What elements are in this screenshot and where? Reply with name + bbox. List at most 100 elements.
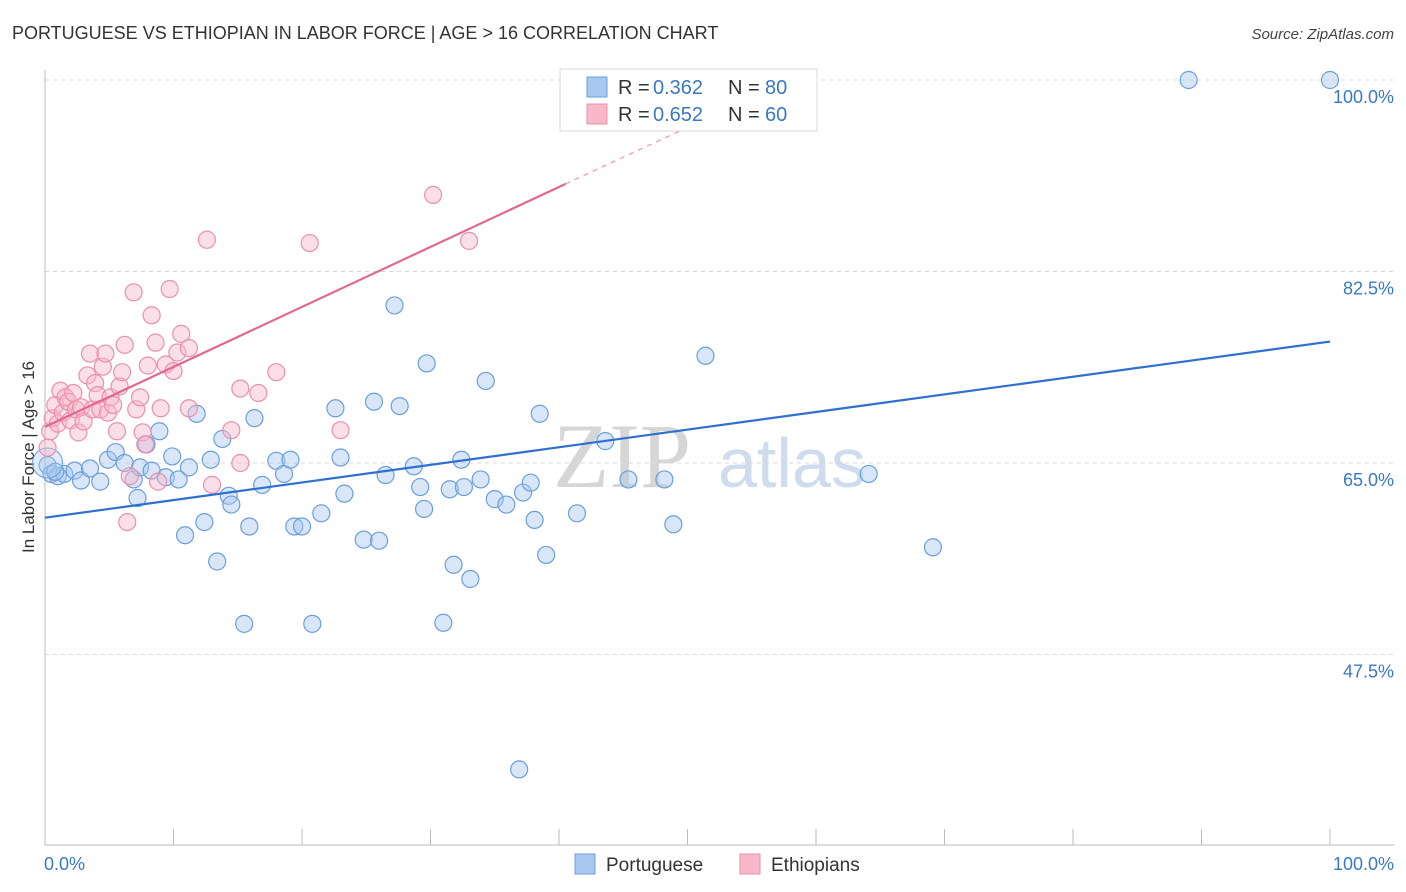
point-portuguese: [326, 399, 345, 418]
point-portuguese: [510, 760, 529, 779]
point-portuguese: [655, 470, 674, 489]
point-ethiopian: [168, 343, 187, 362]
point-portuguese: [71, 471, 91, 490]
point-ethiopian: [202, 475, 222, 494]
point-ethiopian: [249, 383, 268, 403]
bottom-legend-label-ethiopians: Ethiopians: [771, 855, 860, 876]
point-ethiopian: [38, 438, 57, 457]
point-ethiopian: [179, 339, 199, 358]
point-portuguese: [195, 512, 214, 532]
point-ethiopian: [231, 379, 250, 398]
series-portuguese: [32, 70, 1340, 779]
point-ethiopian: [197, 230, 217, 249]
y-tick-label: 100.0%: [1333, 87, 1394, 107]
point-portuguese: [390, 396, 409, 416]
point-portuguese: [201, 450, 220, 469]
point-ethiopian: [160, 279, 179, 299]
x-ticks: [44, 829, 1331, 845]
point-ethiopian: [331, 421, 350, 440]
point-portuguese: [525, 510, 544, 530]
legend-r-value-portuguese: 0.362: [653, 77, 703, 99]
point-portuguese-cluster: [32, 447, 64, 479]
point-ethiopian: [124, 283, 143, 302]
x-tick-label-min: 0.0%: [44, 854, 85, 874]
bottom-legend-label-portuguese: Portuguese: [606, 855, 703, 876]
point-ethiopian: [120, 467, 139, 486]
point-portuguese: [414, 499, 434, 519]
point-portuguese: [235, 614, 254, 633]
point-portuguese: [128, 488, 147, 508]
point-portuguese: [476, 371, 495, 391]
point-portuguese: [497, 495, 516, 514]
point-ethiopian: [115, 335, 134, 354]
point-portuguese: [179, 458, 199, 477]
point-portuguese: [303, 614, 322, 633]
point-portuguese: [521, 473, 540, 492]
bottom-legend-swatch-portuguese: [574, 853, 596, 875]
point-ethiopian: [107, 422, 127, 441]
point-ethiopian: [179, 399, 199, 418]
point-portuguese: [923, 538, 943, 557]
point-portuguese: [461, 569, 480, 589]
point-ethiopian: [78, 366, 97, 385]
watermark-zip: ZIP: [553, 405, 691, 507]
point-portuguese: [91, 472, 110, 491]
legend-r-value-ethiopians: 0.652: [653, 104, 703, 126]
point-portuguese: [664, 515, 683, 534]
point-portuguese: [485, 490, 504, 509]
point-ethiopian: [459, 231, 479, 250]
trend-lines: [44, 109, 1331, 519]
legend-n-value-portuguese: 80: [765, 77, 787, 99]
point-portuguese: [417, 354, 436, 373]
point-portuguese: [385, 296, 404, 315]
point-ethiopian: [112, 363, 132, 382]
point-portuguese: [471, 470, 490, 489]
point-portuguese: [335, 484, 354, 503]
point-portuguese: [376, 465, 395, 485]
point-portuguese: [46, 462, 65, 481]
point-portuguese: [292, 517, 312, 536]
point-portuguese: [1179, 70, 1198, 90]
point-portuguese: [440, 480, 459, 499]
point-ethiopian: [172, 324, 191, 343]
point-ethiopian: [267, 363, 286, 382]
point-portuguese: [619, 470, 638, 489]
point-portuguese: [530, 404, 549, 423]
y-tick-label: 82.5%: [1343, 279, 1394, 299]
gridlines: [45, 79, 1394, 655]
point-portuguese: [169, 470, 188, 489]
point-portuguese: [65, 461, 84, 480]
point-portuguese: [434, 613, 453, 632]
point-portuguese: [245, 409, 264, 428]
point-ethiopian: [69, 423, 88, 442]
point-ethiopian: [74, 412, 93, 431]
point-ethiopian: [130, 388, 150, 407]
point-portuguese: [253, 475, 272, 494]
legend-n-label-portuguese: N =: [728, 77, 760, 99]
point-ethiopian: [300, 233, 319, 253]
stats-legend: R = 0.362 N = 80 R = 0.652 N = 60: [559, 68, 818, 132]
point-ethiopian: [80, 344, 100, 363]
trend-line-ethiopians: [44, 182, 566, 428]
point-portuguese: [1320, 70, 1340, 90]
point-portuguese: [859, 464, 878, 484]
point-ethiopian: [231, 453, 250, 473]
point-portuguese: [370, 531, 389, 550]
point-portuguese: [567, 504, 587, 523]
point-portuguese: [364, 392, 384, 411]
point-portuguese: [513, 483, 533, 502]
x-tick-label-max: 100.0%: [1333, 854, 1394, 874]
point-portuguese: [175, 526, 195, 545]
point-portuguese: [312, 504, 331, 523]
y-tick-labels: 100.0% 82.5% 65.0% 47.5%: [1333, 87, 1394, 682]
trend-line-portuguese: [44, 340, 1331, 519]
legend-r-label-portuguese: R =: [618, 77, 650, 99]
point-ethiopian: [142, 306, 161, 325]
series-legend: Portuguese Ethiopians: [574, 853, 860, 876]
point-ethiopian: [146, 333, 165, 352]
point-portuguese: [454, 477, 474, 497]
point-portuguese: [411, 477, 430, 497]
point-portuguese: [281, 450, 300, 469]
point-portuguese: [208, 552, 227, 571]
